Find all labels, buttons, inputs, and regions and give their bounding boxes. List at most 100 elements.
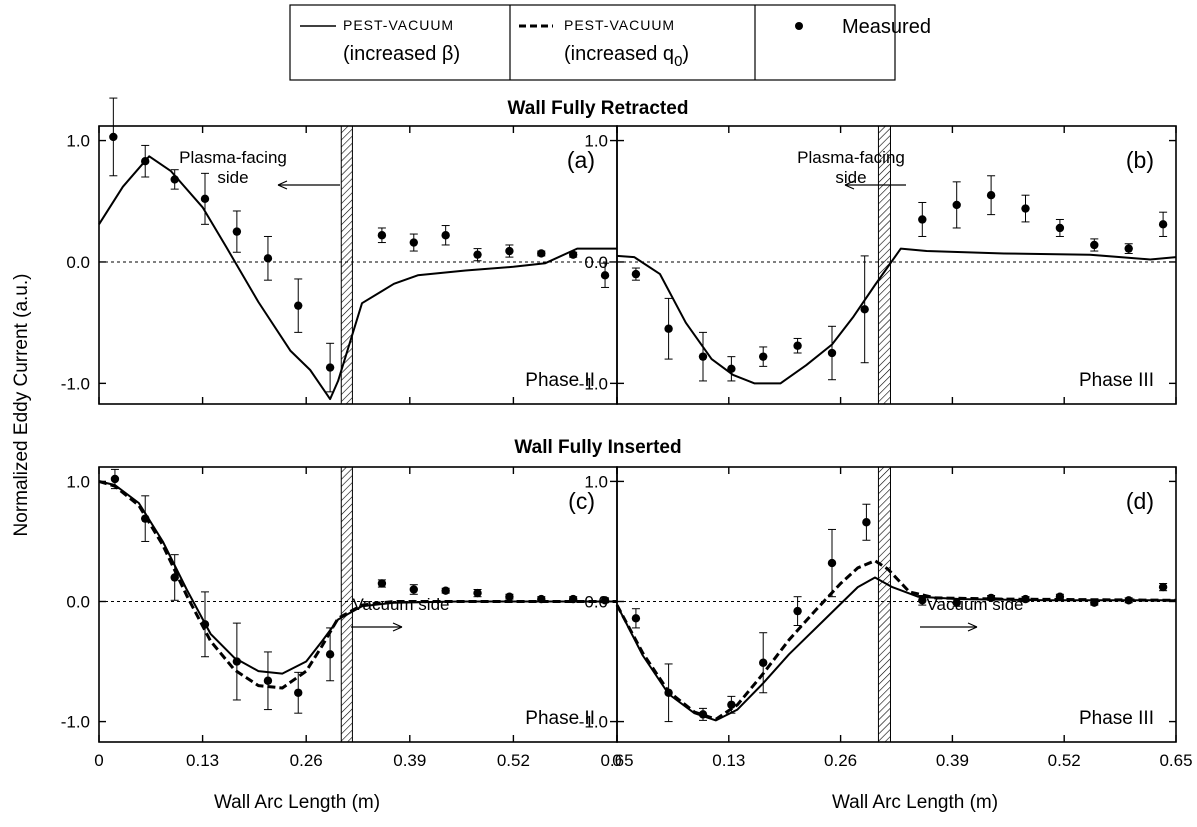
measured-point <box>232 227 242 236</box>
y-tick-label: 0.0 <box>584 253 608 272</box>
x-tick-label: 0.13 <box>186 751 219 770</box>
section-title-bottom: Wall Fully Inserted <box>514 437 681 458</box>
measured-point <box>1124 596 1133 605</box>
measured-point <box>860 305 869 314</box>
measured-point <box>759 658 768 667</box>
measured-point <box>631 614 641 623</box>
measured-point <box>986 190 996 200</box>
measured-point <box>110 474 120 484</box>
y-tick-label: -1.0 <box>579 713 608 732</box>
measured-point <box>1124 244 1133 253</box>
annotation-arrowhead <box>844 180 855 190</box>
annotation-text: side <box>835 168 866 187</box>
measured-point <box>537 594 546 604</box>
series-line-increased-beta <box>98 155 617 401</box>
y-tick-label: 0.0 <box>584 592 608 611</box>
measured-point <box>170 573 179 582</box>
legend-frame <box>289 4 896 81</box>
measured-point <box>537 249 546 258</box>
panel-label: (d) <box>1126 488 1154 514</box>
measured-point <box>505 592 514 601</box>
annotation-text: side <box>217 168 248 187</box>
axes-frame <box>616 125 1177 405</box>
x-tick-label: 0.39 <box>936 751 969 770</box>
legend-entry-2-line2: (increased q0) <box>564 43 689 70</box>
measured-point <box>986 593 996 603</box>
x-tick-label: 0.26 <box>290 751 323 770</box>
section-title-top: Wall Fully Retracted <box>508 98 689 119</box>
measured-point <box>862 518 871 527</box>
panel-c: -1.0 0.0 1.0 0 0.13 0.26 0.39 0.52 0.65 (c) Phase … <box>61 466 634 770</box>
annotation-text: Plasma-facing <box>797 148 905 167</box>
y-tick-label: 1.0 <box>584 132 608 151</box>
series-line-increased-beta <box>616 247 1177 385</box>
x-tick-label: 0.26 <box>824 751 857 770</box>
panels: -1.00.01.0(a)Phase IIPlasma-facingside-1… <box>61 97 1193 770</box>
measured-point <box>568 250 578 259</box>
measured-point <box>793 341 802 350</box>
measured-point <box>1158 220 1168 229</box>
wall-hatch <box>877 466 891 743</box>
phase-label: Phase II <box>525 708 595 729</box>
measured-point <box>793 606 802 616</box>
measured-point <box>827 558 837 568</box>
measured-point <box>170 175 179 184</box>
measured-point <box>409 238 418 247</box>
measured-point <box>698 352 708 361</box>
measured-point <box>294 301 303 310</box>
measured-point <box>918 596 927 605</box>
x-tick-label: 0.52 <box>497 751 530 770</box>
measured-point <box>1021 204 1030 213</box>
annotation-arrowhead <box>967 622 978 632</box>
measured-point <box>473 250 482 259</box>
measured-point <box>200 194 210 204</box>
axes-frame <box>616 466 1177 743</box>
measured-point <box>1021 594 1030 604</box>
panel-label: (a) <box>567 147 595 173</box>
measured-point <box>600 596 610 605</box>
measured-point <box>664 324 673 333</box>
measured-point <box>263 676 273 685</box>
measured-point <box>918 215 927 224</box>
measured-point <box>568 594 578 604</box>
x-tick-label: 0 <box>94 751 103 770</box>
x-tick-label: 0.65 <box>1159 751 1192 770</box>
measured-point <box>441 231 450 240</box>
legend: PEST-VACUUM (increased β) PEST-VACUUM (i… <box>289 4 931 81</box>
measured-point <box>377 579 387 588</box>
measured-point <box>109 132 118 142</box>
measured-point <box>827 348 837 358</box>
series-line-increased-q0 <box>615 559 1177 721</box>
measured-point <box>294 688 303 697</box>
annotation-arrowhead <box>392 622 403 632</box>
measured-point <box>473 588 482 598</box>
x-tick-label: 0.39 <box>393 751 426 770</box>
y-tick-label: -1.0 <box>61 374 90 393</box>
annotation-text: Vacuum side <box>352 595 449 614</box>
annotation-arrowhead <box>277 180 288 190</box>
panel-d: -1.0 0.0 1.0 0 0.13 0.26 0.39 0.52 0.65 (d) Phase … <box>579 466 1193 770</box>
measured-point <box>698 710 708 719</box>
wall-hatch <box>340 466 353 743</box>
x-axis-label-right: Wall Arc Length (m) <box>832 792 998 813</box>
y-axis-label: Normalized Eddy Current (a.u.) <box>11 274 32 537</box>
annotation-text: Vacuum side <box>926 595 1023 614</box>
measured-point <box>441 586 450 595</box>
measured-point <box>727 700 736 709</box>
measured-point <box>325 363 335 372</box>
measured-point <box>664 688 673 697</box>
legend-entry-1-line1: PEST-VACUUM <box>343 17 454 33</box>
y-tick-label: 0.0 <box>66 253 90 272</box>
y-tick-label: 0.0 <box>66 592 90 611</box>
legend-entry-2-line1: PEST-VACUUM <box>564 17 675 33</box>
panel-label: (b) <box>1126 147 1154 173</box>
phase-label: Phase III <box>1079 370 1154 391</box>
y-tick-label: 1.0 <box>584 472 608 491</box>
x-tick-label: 0.13 <box>712 751 745 770</box>
legend-entry-1-line2: (increased β) <box>343 43 460 65</box>
x-tick-label: 0.65 <box>600 751 633 770</box>
phase-label: Phase II <box>525 370 595 391</box>
x-axis-label-left: Wall Arc Length (m) <box>214 792 380 813</box>
